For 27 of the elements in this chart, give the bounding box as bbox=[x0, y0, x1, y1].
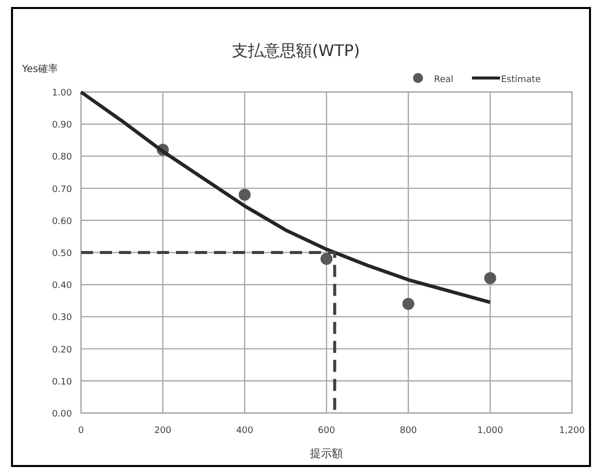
legend-label: Real bbox=[434, 75, 454, 85]
point bbox=[320, 252, 332, 265]
y-tick-label: 0.50 bbox=[52, 249, 72, 259]
y-tick-label: 0.10 bbox=[52, 377, 72, 388]
x-axis-title: 提示額 bbox=[310, 447, 343, 460]
y-axis-title: Yes確率 bbox=[21, 63, 58, 75]
point bbox=[484, 272, 496, 284]
point bbox=[238, 188, 251, 201]
x-tick-label: 600 bbox=[318, 426, 336, 436]
y-tick-label: 0.00 bbox=[52, 410, 72, 420]
chart-title: 支払意思額(WTP) bbox=[232, 41, 360, 60]
y-tick-label: 1.00 bbox=[52, 88, 72, 98]
x-tick-label: 1,200 bbox=[559, 426, 586, 436]
y-tick-label: 0.60 bbox=[52, 216, 72, 227]
y-tick-label: 0.80 bbox=[52, 152, 72, 163]
y-tick-label: 0.70 bbox=[52, 184, 72, 195]
x-tick-label: 800 bbox=[400, 426, 418, 436]
y-tick-label: 0.40 bbox=[52, 281, 72, 292]
y-tick-label: 0.90 bbox=[52, 120, 72, 131]
x-tick-label: 1,000 bbox=[477, 426, 504, 436]
y-tick-label: 0.20 bbox=[52, 345, 72, 356]
x-tick-label: 200 bbox=[154, 426, 172, 436]
point bbox=[402, 298, 414, 310]
legend-label: Estimate bbox=[501, 75, 542, 85]
x-tick-label: 0 bbox=[78, 426, 84, 436]
x-tick-label: 400 bbox=[236, 426, 254, 436]
y-tick-label: 0.30 bbox=[52, 313, 72, 324]
